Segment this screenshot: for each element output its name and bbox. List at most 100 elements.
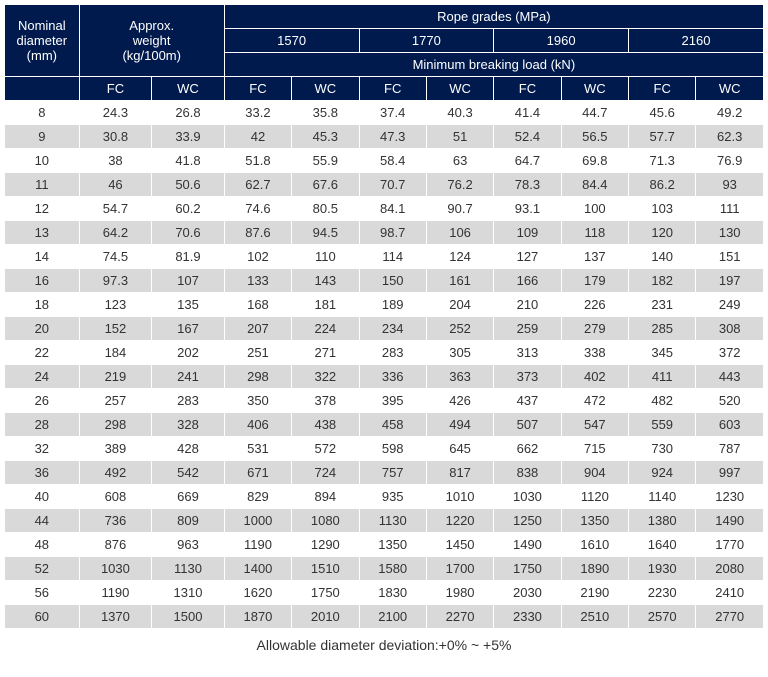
cell-g2160_wc: 1230 — [696, 485, 764, 509]
cell-g2160_fc: 103 — [629, 197, 696, 221]
cell-g2160_wc: 308 — [696, 317, 764, 341]
cell-g1770_fc: 935 — [359, 485, 426, 509]
table-row: 18123135168181189204210226231249 — [5, 293, 764, 317]
sub-1570-fc: FC — [224, 77, 291, 101]
cell-g1770_fc: 189 — [359, 293, 426, 317]
cell-g1570_wc: 143 — [292, 269, 359, 293]
cell-weight_wc: 202 — [152, 341, 225, 365]
sub-1770-fc: FC — [359, 77, 426, 101]
cell-g2160_wc: 93 — [696, 173, 764, 197]
cell-g1960_fc: 1490 — [494, 533, 561, 557]
cell-g1960_fc: 109 — [494, 221, 561, 245]
cell-weight_wc: 60.2 — [152, 197, 225, 221]
cell-g1570_wc: 55.9 — [292, 149, 359, 173]
cell-g1770_fc: 47.3 — [359, 125, 426, 149]
cell-weight_wc: 328 — [152, 413, 225, 437]
cell-g1960_fc: 838 — [494, 461, 561, 485]
cell-weight_fc: 64.2 — [79, 221, 152, 245]
cell-g2160_wc: 997 — [696, 461, 764, 485]
cell-g1770_fc: 2100 — [359, 605, 426, 629]
cell-g1960_wc: 279 — [561, 317, 628, 341]
cell-g2160_fc: 140 — [629, 245, 696, 269]
cell-g1570_wc: 1290 — [292, 533, 359, 557]
table-row: 28298328406438458494507547559603 — [5, 413, 764, 437]
cell-weight_fc: 298 — [79, 413, 152, 437]
col-approx-weight: Approx. weight (kg/100m) — [79, 5, 224, 77]
cell-g2160_wc: 130 — [696, 221, 764, 245]
table-row: 5210301130140015101580170017501890193020… — [5, 557, 764, 581]
cell-g2160_wc: 76.9 — [696, 149, 764, 173]
cell-g1570_fc: 74.6 — [224, 197, 291, 221]
cell-g1960_wc: 2510 — [561, 605, 628, 629]
cell-g2160_wc: 49.2 — [696, 101, 764, 125]
cell-g2160_wc: 151 — [696, 245, 764, 269]
cell-g1770_wc: 305 — [426, 341, 493, 365]
cell-weight_wc: 167 — [152, 317, 225, 341]
cell-g1770_wc: 124 — [426, 245, 493, 269]
cell-g1960_wc: 1610 — [561, 533, 628, 557]
table-body: 824.326.833.235.837.440.341.444.745.649.… — [5, 101, 764, 629]
cell-g1770_fc: 598 — [359, 437, 426, 461]
cell-g1770_fc: 1830 — [359, 581, 426, 605]
grade-1960: 1960 — [494, 29, 629, 53]
cell-g2160_wc: 443 — [696, 365, 764, 389]
cell-g1770_fc: 98.7 — [359, 221, 426, 245]
cell-g1960_fc: 2330 — [494, 605, 561, 629]
cell-g1570_fc: 133 — [224, 269, 291, 293]
cell-g1570_fc: 298 — [224, 365, 291, 389]
cell-g2160_wc: 787 — [696, 437, 764, 461]
cell-g1960_wc: 1120 — [561, 485, 628, 509]
cell-weight_fc: 30.8 — [79, 125, 152, 149]
cell-diameter: 16 — [5, 269, 80, 293]
table-row: 6013701500187020102100227023302510257027… — [5, 605, 764, 629]
cell-g1960_wc: 118 — [561, 221, 628, 245]
cell-diameter: 9 — [5, 125, 80, 149]
rope-spec-table: Nominal diameter (mm) Approx. weight (kg… — [4, 4, 764, 662]
cell-g2160_wc: 603 — [696, 413, 764, 437]
cell-g1960_fc: 313 — [494, 341, 561, 365]
cell-g2160_fc: 1140 — [629, 485, 696, 509]
cell-g2160_fc: 57.7 — [629, 125, 696, 149]
table-row: 824.326.833.235.837.440.341.444.745.649.… — [5, 101, 764, 125]
cell-g1960_fc: 93.1 — [494, 197, 561, 221]
cell-g1960_wc: 100 — [561, 197, 628, 221]
sub-blank — [5, 77, 80, 101]
cell-weight_wc: 107 — [152, 269, 225, 293]
cell-weight_fc: 152 — [79, 317, 152, 341]
cell-weight_fc: 1190 — [79, 581, 152, 605]
table-row: 20152167207224234252259279285308 — [5, 317, 764, 341]
cell-g1570_wc: 224 — [292, 317, 359, 341]
nominal-l1: Nominal — [18, 18, 66, 33]
sub-1960-fc: FC — [494, 77, 561, 101]
cell-g1570_wc: 438 — [292, 413, 359, 437]
cell-g1960_wc: 44.7 — [561, 101, 628, 125]
cell-g1570_fc: 102 — [224, 245, 291, 269]
cell-g2160_fc: 120 — [629, 221, 696, 245]
cell-g1770_fc: 1350 — [359, 533, 426, 557]
cell-g1570_fc: 1190 — [224, 533, 291, 557]
cell-weight_fc: 38 — [79, 149, 152, 173]
table-row: 103841.851.855.958.46364.769.871.376.9 — [5, 149, 764, 173]
cell-diameter: 40 — [5, 485, 80, 509]
cell-weight_fc: 184 — [79, 341, 152, 365]
cell-g2160_wc: 2410 — [696, 581, 764, 605]
cell-g1770_wc: 1700 — [426, 557, 493, 581]
cell-weight_fc: 46 — [79, 173, 152, 197]
cell-g2160_wc: 2080 — [696, 557, 764, 581]
cell-g1770_fc: 150 — [359, 269, 426, 293]
table-row: 4060866982989493510101030112011401230 — [5, 485, 764, 509]
cell-weight_wc: 135 — [152, 293, 225, 317]
cell-g2160_fc: 285 — [629, 317, 696, 341]
cell-g2160_fc: 45.6 — [629, 101, 696, 125]
sub-weight-wc: WC — [152, 77, 225, 101]
cell-g1960_wc: 2190 — [561, 581, 628, 605]
cell-g2160_wc: 111 — [696, 197, 764, 221]
cell-g1770_fc: 458 — [359, 413, 426, 437]
cell-weight_wc: 1130 — [152, 557, 225, 581]
cell-g2160_fc: 345 — [629, 341, 696, 365]
cell-g1770_wc: 1450 — [426, 533, 493, 557]
cell-g1960_fc: 210 — [494, 293, 561, 317]
cell-g1570_fc: 1400 — [224, 557, 291, 581]
weight-l1: Approx. — [129, 18, 174, 33]
cell-g1770_fc: 1130 — [359, 509, 426, 533]
